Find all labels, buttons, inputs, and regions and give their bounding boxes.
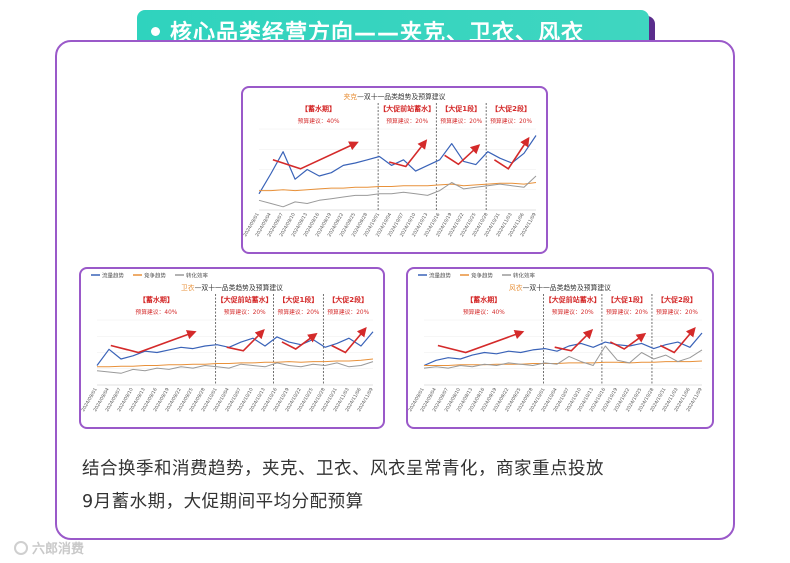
trend-arrow bbox=[226, 329, 265, 352]
chart-hoodie: 流量趋势 竞争趋势 转化效率 卫衣—双十一品类趋势及预算建议 【蓄水期】 预算建议：40%… bbox=[79, 267, 385, 429]
legend-label: 竞争趋势 bbox=[471, 272, 494, 280]
chart-title-item: 卫衣 bbox=[181, 283, 195, 292]
trend-arrow bbox=[493, 136, 530, 170]
series-line-conversion bbox=[423, 345, 703, 369]
phase-label: 【大促1段】 bbox=[607, 295, 647, 304]
legend-label: 流量趋势 bbox=[429, 272, 452, 280]
phase-label: 【大促前站蓄水】 bbox=[217, 295, 273, 304]
series-line-competition bbox=[97, 358, 374, 368]
chart-hoodie-svg: 流量趋势 竞争趋势 转化效率卫衣—双十一品类趋势及预算建议【蓄水期】预算建议：40%… bbox=[81, 272, 375, 413]
trend-arrow bbox=[331, 327, 367, 354]
trend-arrow bbox=[609, 332, 647, 350]
phase-budget: 预算建议：40% bbox=[135, 308, 177, 316]
chart-title-rest: —双十一品类趋势及预算建议 bbox=[195, 283, 284, 292]
series-line-flow bbox=[96, 331, 374, 366]
series-line-competition bbox=[424, 360, 703, 366]
chart-title-item: 夹克 bbox=[344, 92, 358, 101]
legend-label: 转化效率 bbox=[513, 272, 536, 280]
watermark: 六郎消费 bbox=[14, 538, 84, 557]
legend-label: 竞争趋势 bbox=[144, 272, 167, 280]
series-line-conversion bbox=[96, 361, 374, 374]
series-line-conversion bbox=[258, 175, 537, 208]
chart-title: 夹克—双十一品类趋势及预算建议 bbox=[344, 92, 446, 101]
chart-title-item: 风衣 bbox=[509, 283, 523, 292]
phase-budget: 预算建议：20% bbox=[656, 308, 698, 316]
phase-label: 【大促2段】 bbox=[657, 295, 697, 304]
chart-trench-svg: 流量趋势 竞争趋势 转化效率风衣—双十一品类趋势及预算建议【蓄水期】预算建议：40%… bbox=[408, 272, 704, 413]
phase-budget: 预算建议：20% bbox=[386, 117, 428, 125]
chart-title-rest: —双十一品类趋势及预算建议 bbox=[523, 283, 612, 292]
chart-jacket-svg: 夹克—双十一品类趋势及预算建议【蓄水期】预算建议：40%【大促前站蓄水】预算建议… bbox=[243, 92, 538, 238]
trend-arrow bbox=[110, 330, 197, 354]
chart-trench: 流量趋势 竞争趋势 转化效率 风衣—双十一品类趋势及预算建议 【蓄水期】 预算建议：40%… bbox=[406, 267, 714, 429]
phase-budget: 预算建议：40% bbox=[298, 117, 340, 125]
summary-line-2: 9月蓄水期，大促期间平均分配预算 bbox=[82, 492, 364, 512]
bullet-icon bbox=[151, 26, 160, 36]
phase-budget: 预算建议：20% bbox=[224, 308, 266, 316]
phase-budget: 预算建议：20% bbox=[606, 308, 648, 316]
legend-label: 转化效率 bbox=[186, 272, 209, 280]
watermark-logo-icon bbox=[14, 540, 28, 555]
phase-label: 【大促前站蓄水】 bbox=[379, 104, 435, 113]
series-line-competition bbox=[259, 182, 537, 192]
phase-label: 【大促前站蓄水】 bbox=[545, 295, 601, 304]
chart-title: 风衣—双十一品类趋势及预算建议 bbox=[509, 283, 611, 292]
trend-arrow bbox=[437, 330, 525, 354]
phase-label: 【蓄水期】 bbox=[139, 295, 174, 304]
trend-arrow bbox=[444, 144, 481, 166]
summary-line-1: 结合换季和消费趋势，夹克、卫衣、风衣呈常青化，商家重点投放 bbox=[82, 459, 604, 479]
trend-arrow bbox=[281, 332, 318, 350]
trend-arrow bbox=[554, 329, 594, 352]
phase-label: 【大促2段】 bbox=[328, 295, 368, 304]
phase-label: 【蓄水期】 bbox=[301, 104, 336, 113]
summary-text: 结合换季和消费趋势，夹克、卫衣、风衣呈常青化，商家重点投放 9月蓄水期，大促期间… bbox=[82, 453, 722, 519]
watermark-text: 六郎消费 bbox=[32, 542, 85, 557]
phase-budget: 预算建议：40% bbox=[463, 308, 505, 316]
phase-budget: 预算建议：20% bbox=[278, 308, 320, 316]
trend-arrow bbox=[388, 139, 428, 168]
chart-jacket: 夹克—双十一品类趋势及预算建议 【蓄水期】 预算建议：40% 【大促前站蓄水】 预算建议… bbox=[241, 86, 548, 254]
chart-title: 卫衣—双十一品类趋势及预算建议 bbox=[181, 283, 283, 292]
chart-title-rest: —双十一品类趋势及预算建议 bbox=[357, 92, 446, 101]
phase-label: 【大促1段】 bbox=[279, 295, 319, 304]
phase-label: 【大促1段】 bbox=[441, 104, 481, 113]
legend-label: 流量趋势 bbox=[102, 272, 125, 280]
trend-arrow bbox=[659, 327, 696, 354]
phase-budget: 预算建议：20% bbox=[552, 308, 594, 316]
trend-arrow bbox=[272, 141, 359, 170]
series-line-flow bbox=[258, 135, 537, 195]
phase-budget: 预算建议：20% bbox=[440, 117, 482, 125]
phase-label: 【蓄水期】 bbox=[466, 295, 501, 304]
phase-label: 【大促2段】 bbox=[491, 104, 531, 113]
phase-budget: 预算建议：20% bbox=[490, 117, 532, 125]
phase-budget: 预算建议：20% bbox=[327, 308, 369, 316]
